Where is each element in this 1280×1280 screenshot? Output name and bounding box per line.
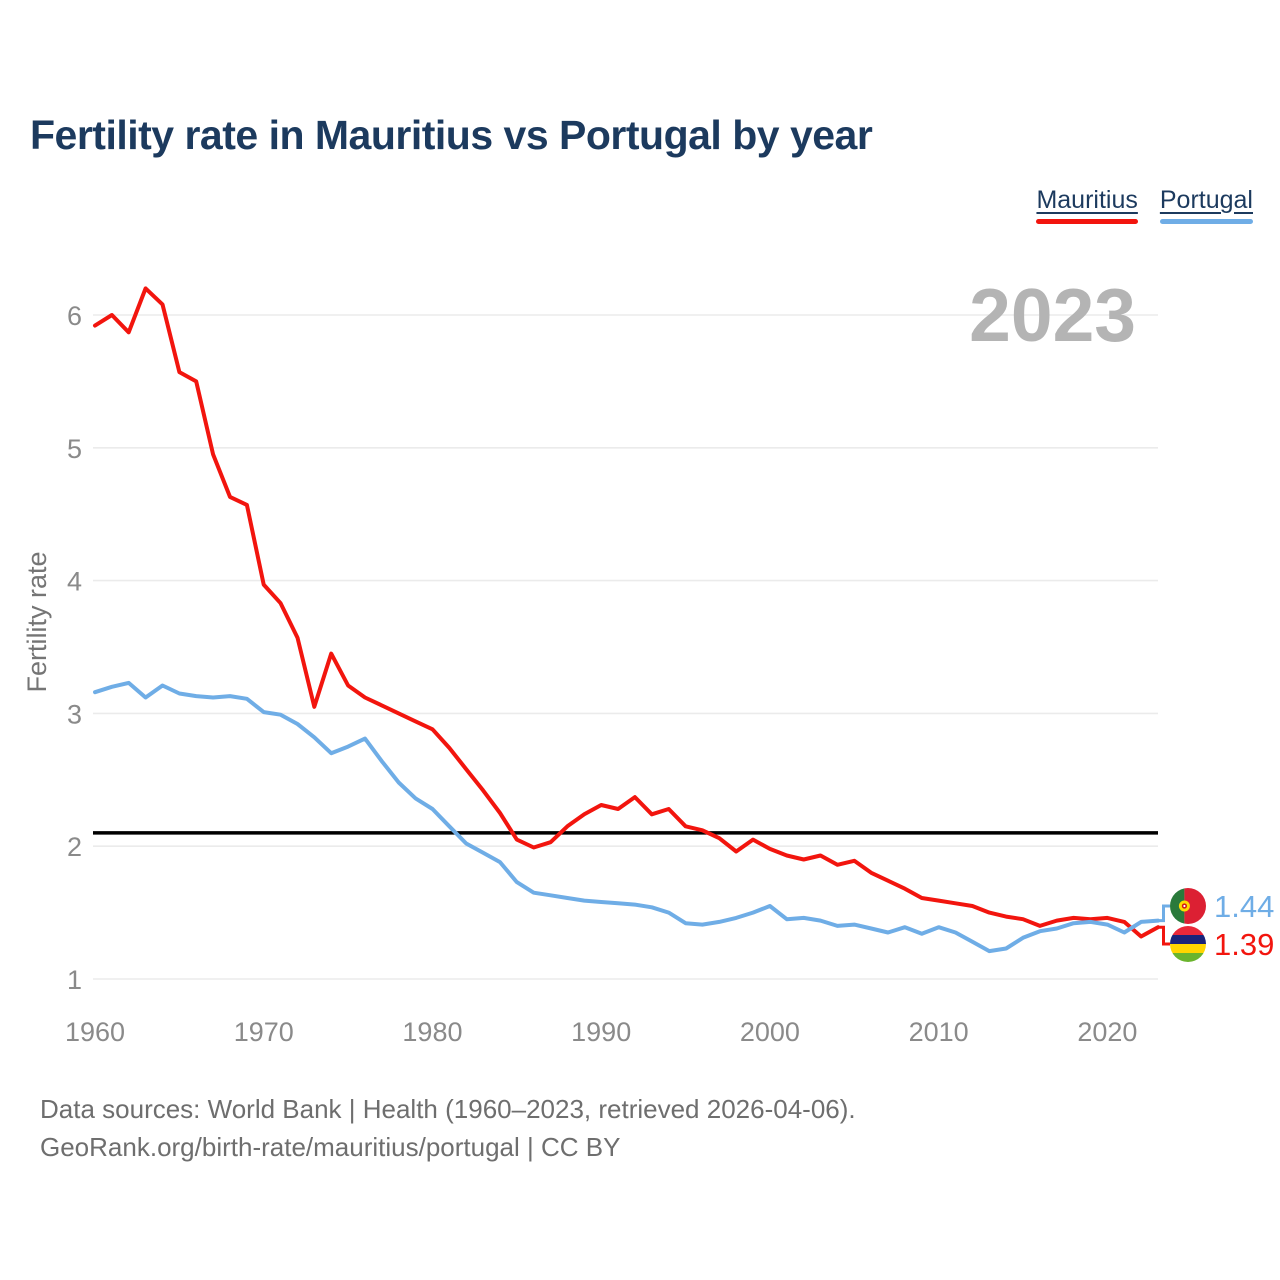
y-axis-ticks: 1 2 3 4 5 6 [67, 301, 82, 995]
legend-underline-mauritius [1036, 219, 1138, 224]
y-tick-label: 1 [67, 965, 82, 995]
x-tick-label: 2000 [740, 1017, 800, 1047]
legend-item-mauritius[interactable]: Mauritius [1036, 186, 1138, 224]
y-tick-label: 2 [67, 832, 82, 862]
end-value-label-mauritius: 1.39 [1214, 927, 1274, 962]
series-line-mauritius [93, 286, 1160, 939]
end-value-label-portugal: 1.44 [1214, 889, 1274, 924]
y-tick-label: 5 [67, 434, 82, 464]
x-tick-label: 1990 [571, 1017, 631, 1047]
footer-attribution: GeoRank.org/birth-rate/mauritius/portuga… [40, 1132, 621, 1162]
watermark-year: 2023 [969, 273, 1136, 357]
legend-item-portugal[interactable]: Portugal [1159, 186, 1253, 224]
footer-sources: Data sources: World Bank | Health (1960–… [40, 1094, 856, 1124]
gridlines [93, 314, 1158, 980]
legend: Mauritius Portugal [1036, 186, 1253, 224]
x-tick-label: 2010 [909, 1017, 969, 1047]
footer: Data sources: World Bank | Health (1960–… [40, 1090, 856, 1166]
y-tick-label: 3 [67, 699, 82, 729]
x-tick-label: 2020 [1077, 1017, 1137, 1047]
x-tick-label: 1970 [234, 1017, 294, 1047]
page-title: Fertility rate in Mauritius vs Portugal … [30, 112, 873, 158]
y-axis-title: Fertility rate [22, 551, 52, 692]
legend-underline-portugal [1159, 219, 1253, 224]
portugal-flag-icon [1170, 888, 1206, 924]
mauritius-flag-icon [1170, 926, 1206, 962]
legend-label-portugal: Portugal [1159, 186, 1253, 214]
end-connector-portugal [1158, 904, 1170, 923]
x-tick-label: 1980 [402, 1017, 462, 1047]
legend-label-mauritius: Mauritius [1036, 186, 1138, 214]
x-tick-label: 1960 [65, 1017, 125, 1047]
end-connector-mauritius [1158, 925, 1170, 946]
series-line-portugal [93, 680, 1160, 954]
x-axis-ticks: 1960 1970 1980 1990 2000 2010 2020 [65, 1017, 1137, 1047]
y-tick-label: 6 [67, 301, 82, 331]
y-tick-label: 4 [67, 567, 82, 597]
